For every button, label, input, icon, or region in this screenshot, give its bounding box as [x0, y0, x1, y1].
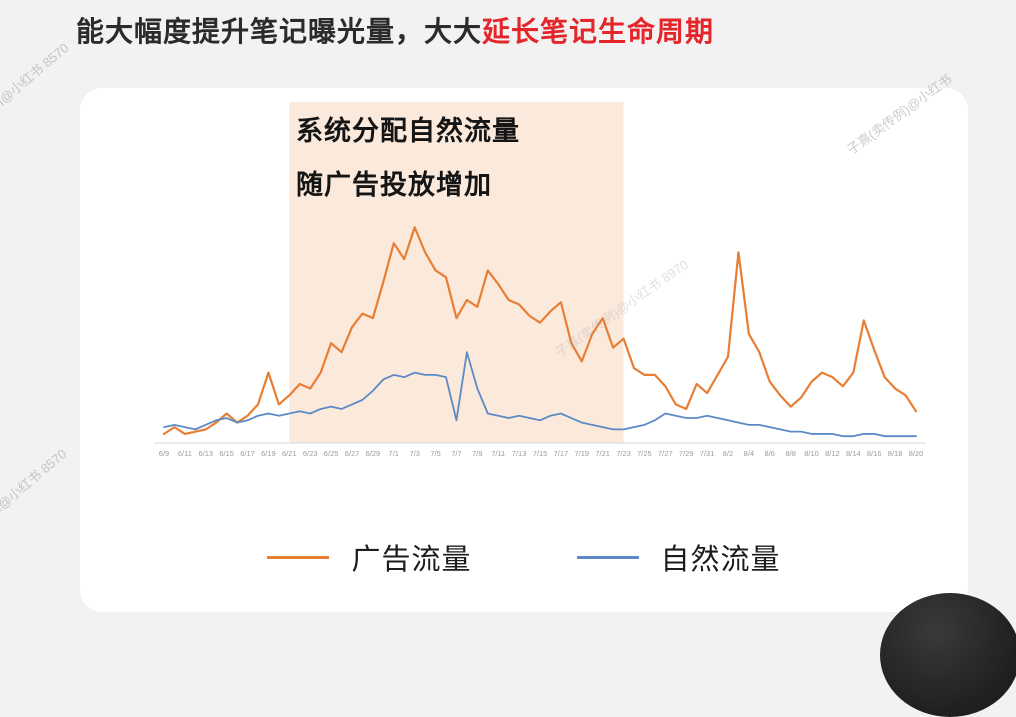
svg-text:7/1: 7/1: [389, 449, 399, 458]
svg-text:8/8: 8/8: [785, 449, 795, 458]
annotation-line-1: 系统分配自然流量: [296, 116, 520, 146]
svg-text:8/10: 8/10: [804, 449, 819, 458]
svg-text:7/25: 7/25: [637, 449, 652, 458]
person-silhouette: [880, 593, 1016, 717]
highlight-annotation: 系统分配自然流量 随广告投放增加: [296, 104, 520, 212]
svg-text:7/23: 7/23: [616, 449, 631, 458]
legend-item-ad-traffic: 广告流量: [267, 536, 471, 578]
svg-text:7/3: 7/3: [409, 449, 419, 458]
svg-text:6/17: 6/17: [240, 449, 255, 458]
svg-text:8/20: 8/20: [909, 449, 924, 458]
svg-text:7/19: 7/19: [574, 449, 589, 458]
svg-text:7/29: 7/29: [679, 449, 694, 458]
svg-text:6/15: 6/15: [219, 449, 234, 458]
svg-text:7/13: 7/13: [512, 449, 527, 458]
page-title: 能大幅度提升笔记曝光量，大大延长笔记生命周期: [76, 10, 714, 50]
legend-label-ad: 广告流量: [351, 544, 472, 576]
svg-text:7/15: 7/15: [533, 449, 548, 458]
svg-text:6/19: 6/19: [261, 449, 276, 458]
svg-text:8/14: 8/14: [846, 449, 861, 458]
chart-legend: 广告流量 自然流量: [80, 536, 968, 578]
svg-text:8/2: 8/2: [723, 449, 733, 458]
watermark-top-left: I@小红书 8570: [0, 40, 72, 109]
svg-text:6/29: 6/29: [366, 449, 381, 458]
svg-text:8/18: 8/18: [888, 449, 903, 458]
svg-text:8/4: 8/4: [744, 449, 754, 458]
svg-text:6/27: 6/27: [345, 449, 360, 458]
svg-text:7/17: 7/17: [554, 449, 569, 458]
svg-text:6/25: 6/25: [324, 449, 339, 458]
legend-label-natural: 自然流量: [660, 544, 781, 576]
svg-text:7/27: 7/27: [658, 449, 673, 458]
page-title-accent: 延长笔记生命周期: [482, 16, 715, 47]
svg-text:6/23: 6/23: [303, 449, 318, 458]
svg-text:7/31: 7/31: [700, 449, 715, 458]
svg-text:8/16: 8/16: [867, 449, 882, 458]
svg-text:8/12: 8/12: [825, 449, 840, 458]
svg-text:6/13: 6/13: [198, 449, 213, 458]
annotation-line-2: 随广告投放增加: [296, 170, 492, 200]
svg-text:7/7: 7/7: [451, 449, 461, 458]
traffic-chart: 6/9 6/11 6/13 6/15 6/17 6/19 6/21 6/23 6/25 6/27 6…: [154, 102, 926, 458]
svg-text:6/21: 6/21: [282, 449, 297, 458]
svg-text:6/9: 6/9: [159, 449, 169, 458]
natural-line-swatch: [576, 555, 639, 559]
ad-line-swatch: [267, 555, 330, 559]
page-title-main: 能大幅度提升笔记曝光量，大大: [76, 16, 483, 47]
svg-text:7/21: 7/21: [595, 449, 610, 458]
chart-area: 6/9 6/11 6/13 6/15 6/17 6/19 6/21 6/23 6/25 6/27 6…: [150, 98, 930, 470]
svg-text:7/5: 7/5: [430, 449, 440, 458]
chart-card: 6/9 6/11 6/13 6/15 6/17 6/19 6/21 6/23 6/25 6/27 6…: [80, 88, 968, 612]
svg-text:7/9: 7/9: [472, 449, 482, 458]
legend-item-natural-traffic: 自然流量: [576, 536, 781, 578]
svg-text:7/11: 7/11: [491, 449, 505, 458]
svg-text:8/6: 8/6: [765, 449, 775, 458]
watermark-bottom-left: I@小红书 8570: [0, 446, 70, 515]
svg-text:6/11: 6/11: [178, 449, 192, 458]
